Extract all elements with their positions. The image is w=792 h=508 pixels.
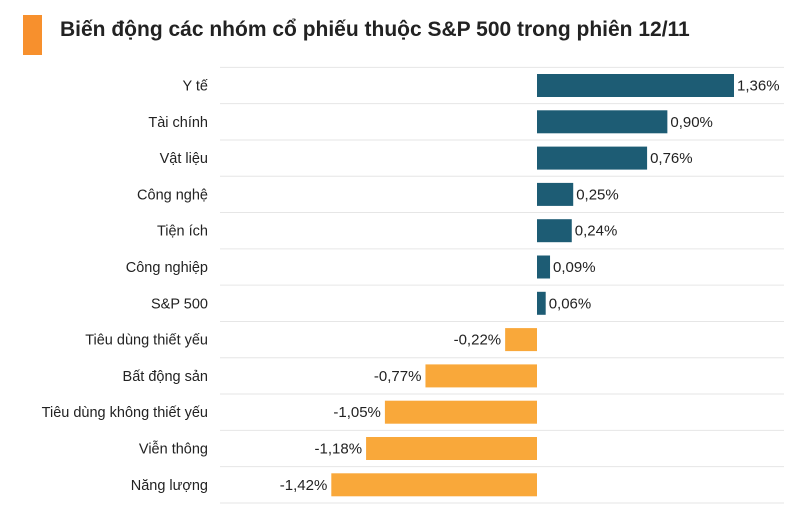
category-label: Tiêu dùng thiết yếu bbox=[85, 333, 208, 349]
category-label: Năng lượng bbox=[131, 478, 208, 494]
data-label: -0,22% bbox=[454, 332, 502, 349]
data-label: 0,90% bbox=[670, 114, 713, 131]
bar bbox=[537, 110, 668, 134]
data-label: 0,06% bbox=[549, 295, 592, 312]
data-label: 1,36% bbox=[737, 78, 780, 95]
category-label: Y tế bbox=[182, 79, 208, 95]
bar bbox=[537, 255, 551, 279]
bar bbox=[537, 74, 734, 97]
bar bbox=[331, 473, 537, 497]
bar bbox=[537, 219, 572, 243]
bar bbox=[366, 437, 537, 460]
data-label: -0,77% bbox=[374, 368, 422, 385]
bar bbox=[537, 182, 574, 206]
bar bbox=[425, 364, 537, 388]
category-label: Tiện ích bbox=[157, 224, 208, 240]
bar bbox=[537, 146, 648, 170]
data-label: 0,09% bbox=[553, 259, 596, 276]
bar bbox=[505, 328, 537, 352]
bar bbox=[537, 291, 546, 315]
data-label: 0,76% bbox=[650, 150, 693, 167]
category-label: Vật liệu bbox=[160, 151, 208, 167]
category-label: Công nghiệp bbox=[126, 260, 208, 276]
category-label: Tiêu dùng không thiết yếu bbox=[42, 405, 208, 421]
category-label: Bất động sản bbox=[123, 369, 208, 385]
category-label: S&P 500 bbox=[151, 296, 208, 312]
data-label: -1,42% bbox=[280, 477, 328, 494]
category-label: Công nghệ bbox=[137, 187, 208, 203]
category-label: Viễn thông bbox=[139, 441, 208, 458]
chart-title: Biến động các nhóm cổ phiếu thuộc S&P 50… bbox=[60, 18, 690, 41]
category-label: Tài chính bbox=[148, 115, 208, 131]
title-accent-bar bbox=[23, 15, 42, 55]
data-label: -1,18% bbox=[315, 441, 363, 458]
data-label: 0,24% bbox=[575, 223, 618, 240]
data-label: 0,25% bbox=[576, 186, 619, 203]
bar bbox=[384, 400, 537, 424]
data-label: -1,05% bbox=[333, 404, 381, 421]
